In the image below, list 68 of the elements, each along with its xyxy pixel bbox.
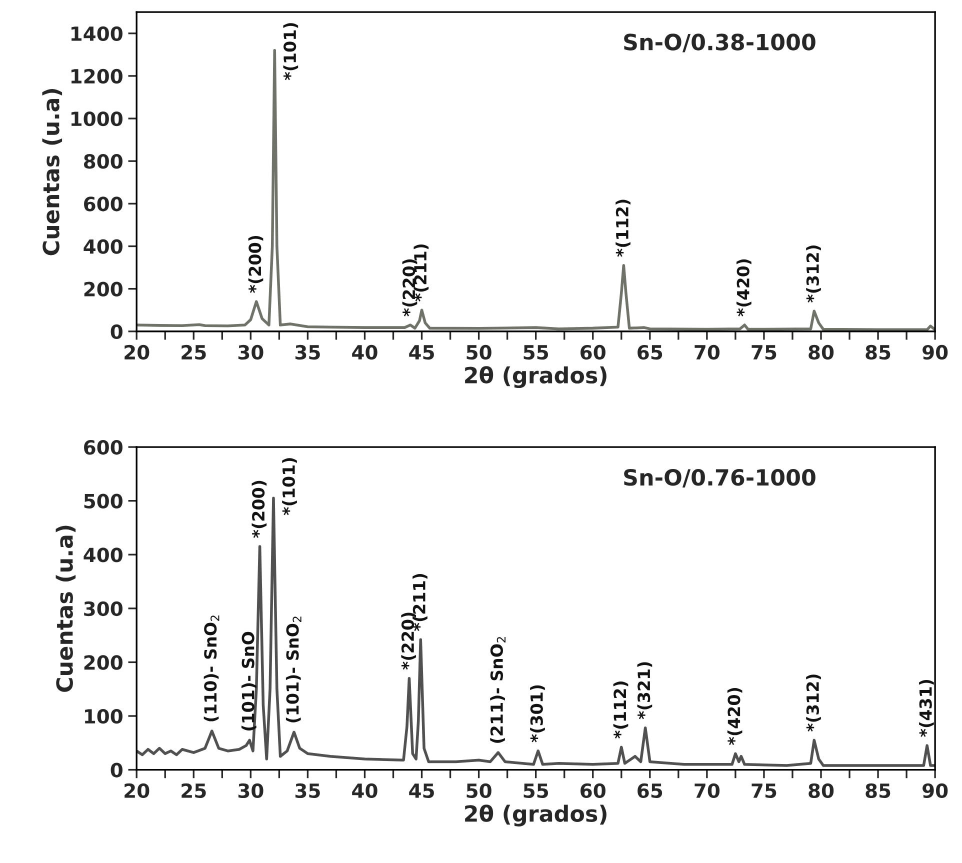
x-tick-label: 65 (638, 783, 662, 798)
x-tick-label: 90 (922, 344, 948, 360)
y-tick-label: 800 (84, 154, 122, 169)
y-tick-label: 0 (110, 324, 122, 340)
x-tick-label: 90 (922, 783, 948, 798)
x-tick-label: 30 (238, 344, 264, 360)
y-tick-label: 500 (84, 494, 122, 508)
y-tick-label: 0 (110, 762, 122, 778)
x-tick-label: 60 (580, 344, 606, 360)
y-tick-label: 600 (84, 196, 122, 212)
x-tick-label: 55 (524, 345, 548, 360)
annotation: *(112) (616, 200, 630, 257)
y-axis-title: Cuentas (u.a) (56, 526, 76, 692)
annotation: *(200) (248, 236, 264, 293)
x-tick-label: 75 (752, 345, 776, 360)
x-tick-label: 85 (866, 344, 890, 360)
x-tick-label: 35 (295, 344, 320, 360)
y-tick-label: 400 (84, 548, 122, 562)
x-tick-label: 85 (866, 783, 890, 798)
x-tick-label: 25 (182, 344, 206, 360)
x-tick-label: 40 (352, 344, 378, 360)
annotation: *(200) (252, 480, 267, 538)
annotation: *(101) (283, 23, 298, 80)
annotation: *(101) (282, 458, 297, 516)
annotation: *(420) (727, 688, 742, 745)
x-tick-label: 20 (124, 344, 150, 360)
y-tick-label: 200 (84, 655, 122, 670)
x-tick-label: 55 (524, 784, 548, 798)
y-tick-label: 400 (84, 239, 122, 254)
annotation: *(301) (530, 685, 545, 742)
annotation: *(312) (806, 674, 821, 732)
annotation: *(431) (919, 680, 934, 737)
y-tick-label: 1200 (71, 68, 122, 84)
x-tick-label: 80 (808, 783, 834, 798)
y-tick-label: 200 (84, 282, 122, 296)
x-tick-label: 50 (466, 783, 492, 798)
x-tick-label: 45 (409, 784, 434, 798)
x-tick-label: 50 (466, 344, 492, 360)
annotation: *(321) (637, 662, 652, 720)
x-tick-label: 60 (580, 783, 606, 798)
annotation: (101)- SnO$_{2}$ (286, 616, 302, 722)
x-tick-label: 70 (694, 344, 720, 360)
x-tick-label: 20 (124, 783, 150, 798)
annotation: (101)- SnO (241, 632, 256, 730)
x-axis-title: 2θ (grados) (465, 366, 606, 388)
x-tick-label: 45 (409, 345, 434, 360)
x-tick-label: 75 (752, 784, 776, 798)
x-tick-label: 40 (352, 783, 378, 798)
x-tick-label: 30 (238, 783, 264, 798)
annotation: (211)- SnO$_{2}$ (490, 637, 506, 743)
y-tick-label: 1000 (71, 111, 122, 126)
text: Sn-O/0.38-1000 (624, 34, 816, 52)
annotation: *(312) (806, 246, 821, 302)
annotation: (110)- SnO$_{2}$ (204, 616, 220, 722)
x-tick-label: 80 (808, 344, 834, 360)
y-tick-label: 100 (85, 708, 122, 724)
x-axis-title: 2θ (grados) (465, 804, 606, 826)
annotation: *(112) (613, 682, 628, 739)
y-tick-label: 1400 (71, 26, 122, 42)
y-axis-title: Cuentas (u.a) (42, 89, 62, 256)
x-tick-label: 35 (295, 783, 320, 798)
y-tick-label: 600 (84, 440, 122, 455)
x-tick-label: 65 (638, 344, 662, 360)
x-tick-label: 25 (182, 783, 206, 798)
y-tick-label: 300 (84, 601, 122, 616)
x-tick-label: 70 (694, 783, 720, 798)
annotation: *(420) (736, 259, 752, 316)
text: Sn-O/0.76-1000 (624, 468, 816, 488)
